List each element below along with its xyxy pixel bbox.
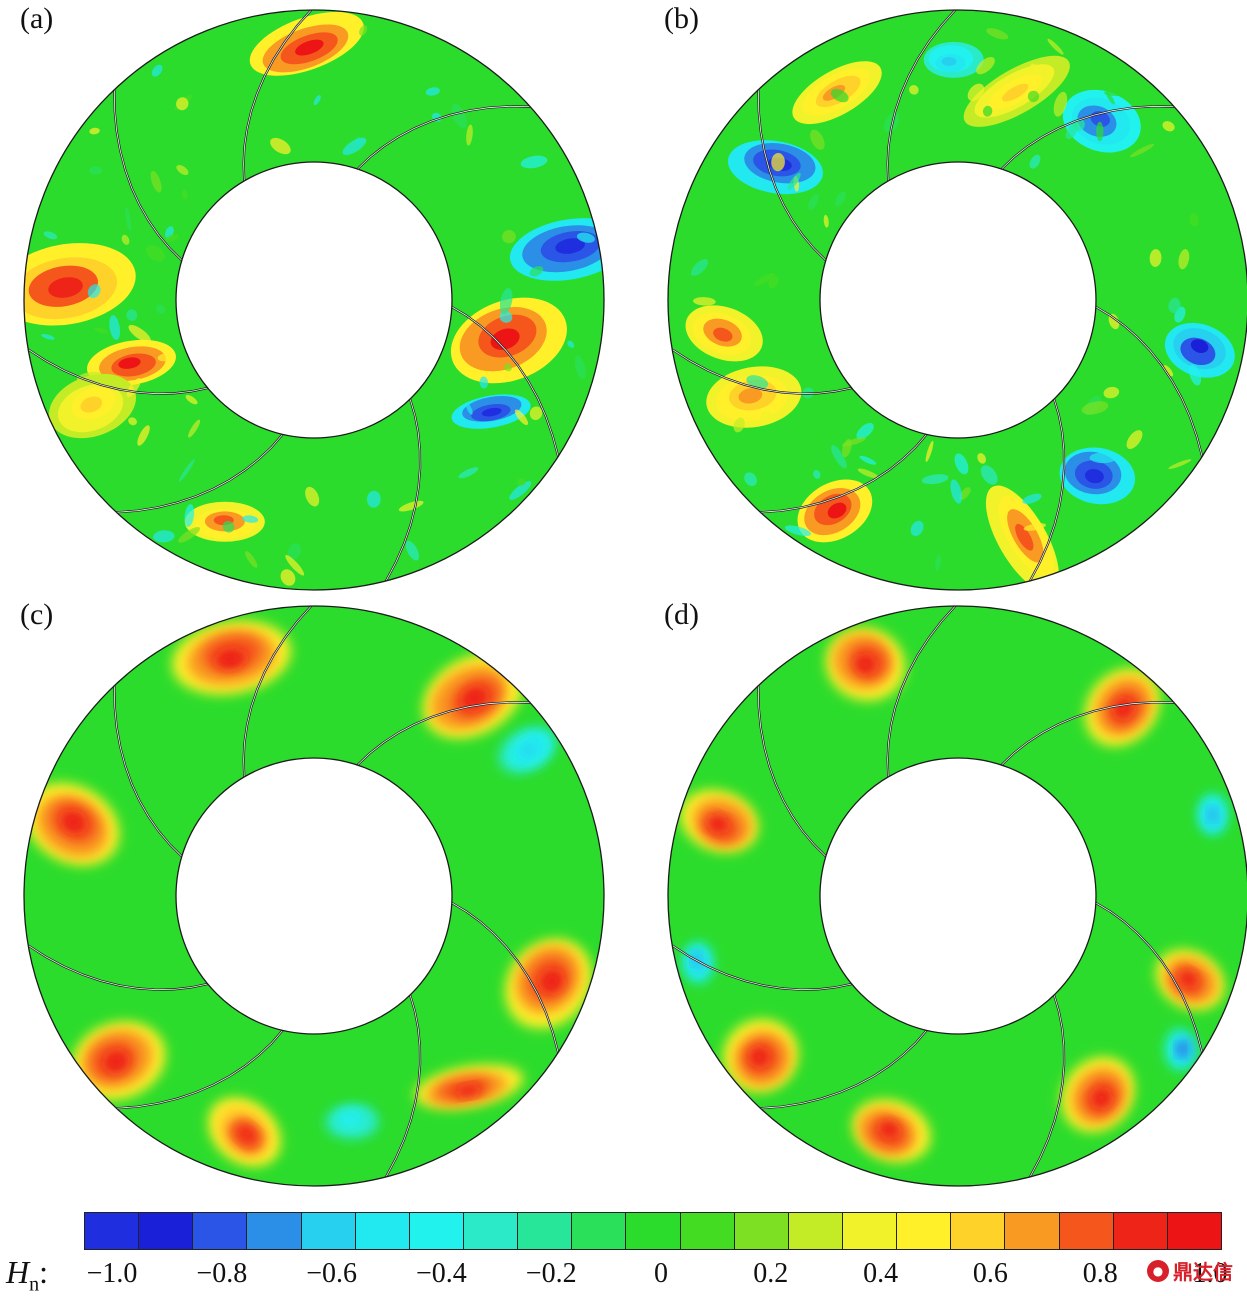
blade-highlight	[243, 9, 312, 181]
blade-highlight	[1095, 902, 1203, 1053]
impeller-contour-d	[667, 605, 1247, 1187]
colorbar-swatch	[734, 1213, 789, 1249]
blade-highlight	[1095, 306, 1203, 457]
blade-highlight	[1001, 701, 1175, 766]
colorbar-swatch	[1005, 1213, 1060, 1249]
colorbar-swatch	[301, 1213, 356, 1249]
blade-highlight	[451, 902, 559, 1053]
outer-boundary	[667, 9, 1247, 591]
blade-highlight	[758, 685, 827, 857]
colorbar-title-sub: n	[29, 1273, 40, 1296]
colorbar-swatch	[788, 1213, 843, 1249]
colorbar-tick-label: −0.2	[525, 1258, 577, 1289]
colorbar-swatch	[626, 1213, 681, 1249]
blade-highlight	[887, 605, 956, 777]
blade-highlight	[116, 434, 283, 513]
blade-highlight	[1001, 105, 1175, 170]
panel-b: (b)	[658, 0, 1247, 600]
panel-label-a: (a)	[20, 2, 54, 35]
panel-label-c: (c)	[20, 598, 54, 631]
colorbar-tick-label: 0.8	[1082, 1258, 1118, 1289]
blade-highlight	[451, 306, 559, 457]
colorbar-swatch	[355, 1213, 410, 1249]
blade-highlight	[385, 398, 421, 582]
colorbar-swatch	[463, 1213, 519, 1249]
panel-label-b: (b)	[664, 2, 699, 35]
outer-boundary	[23, 605, 605, 1187]
colorbar-tick-label: 0	[654, 1258, 668, 1289]
blade-highlight	[672, 945, 852, 991]
impeller-contour-a	[23, 9, 605, 591]
panel-a: (a)	[14, 0, 614, 600]
outer-boundary	[23, 9, 605, 591]
colorbar-title-var: H	[6, 1254, 30, 1290]
outer-boundary	[667, 605, 1247, 1187]
panel-d: (d)	[658, 596, 1247, 1196]
colorbar-swatch	[1113, 1213, 1168, 1249]
blade-highlight	[357, 701, 531, 766]
blade-highlight	[1029, 398, 1065, 582]
panel-c: (c)	[14, 596, 614, 1196]
colorbar-tick-label: −0.8	[196, 1258, 248, 1289]
colorbar-swatch	[139, 1213, 194, 1249]
blade-highlight	[760, 1030, 927, 1109]
colorbar-tick-label: −0.6	[306, 1258, 357, 1289]
colorbar-tick-label: 1.0	[1192, 1258, 1228, 1289]
hub-boundary	[819, 161, 1097, 439]
panel-label-d: (d)	[664, 598, 699, 631]
hub-boundary	[819, 757, 1097, 1035]
blade-highlight	[672, 349, 852, 395]
colorbar-swatch	[193, 1213, 248, 1249]
blade-highlight	[28, 349, 208, 395]
watermark-logo-icon: ●	[1147, 1259, 1169, 1282]
colorbar-swatch	[897, 1213, 952, 1249]
colorbar-tick-label: 0.2	[753, 1258, 789, 1289]
blade-highlight	[28, 945, 208, 991]
watermark-text: 鼎达信	[1173, 1260, 1233, 1284]
hub-boundary	[175, 757, 453, 1035]
blade-highlight	[357, 105, 531, 170]
blade-highlight	[114, 685, 183, 857]
watermark: ● 鼎达信	[1147, 1256, 1233, 1285]
blade-highlight	[385, 994, 421, 1178]
colorbar-swatch	[951, 1213, 1006, 1249]
hub-boundary	[175, 161, 453, 439]
blade-highlight	[760, 434, 927, 513]
colorbar-swatch	[680, 1213, 735, 1249]
impeller-contour-b	[667, 9, 1247, 591]
colorbar-tick-label: 0.4	[863, 1258, 899, 1289]
colorbar-swatch	[409, 1213, 464, 1249]
blade-highlight	[243, 605, 312, 777]
blade-highlight	[116, 1030, 283, 1109]
colorbar-tick-labels: −1.0 −0.8 −0.6 −0.4 −0.2 0 0.2 0.4 0.6 0.8 1.0	[0, 1258, 1247, 1290]
blade-highlight	[114, 89, 183, 261]
colorbar-tick-label: −1.0	[86, 1258, 138, 1289]
colorbar	[84, 1212, 1222, 1250]
colorbar-swatch	[1167, 1213, 1221, 1249]
blade-highlight	[887, 9, 956, 181]
colorbar-tick-label: 0.6	[972, 1258, 1008, 1289]
colorbar-swatch	[85, 1213, 140, 1249]
colorbar-title: Hn:	[6, 1254, 48, 1296]
colorbar-swatch	[842, 1213, 898, 1249]
blade-highlight	[758, 89, 827, 261]
colorbar-title-suffix: :	[39, 1254, 48, 1290]
blade-highlight	[1029, 994, 1065, 1178]
colorbar-swatch	[1059, 1213, 1114, 1249]
colorbar-tick-label: −0.4	[415, 1258, 467, 1289]
colorbar-swatch	[247, 1213, 302, 1249]
impeller-contour-c	[23, 605, 605, 1187]
colorbar-swatch	[518, 1213, 573, 1249]
colorbar-swatch	[572, 1213, 627, 1249]
